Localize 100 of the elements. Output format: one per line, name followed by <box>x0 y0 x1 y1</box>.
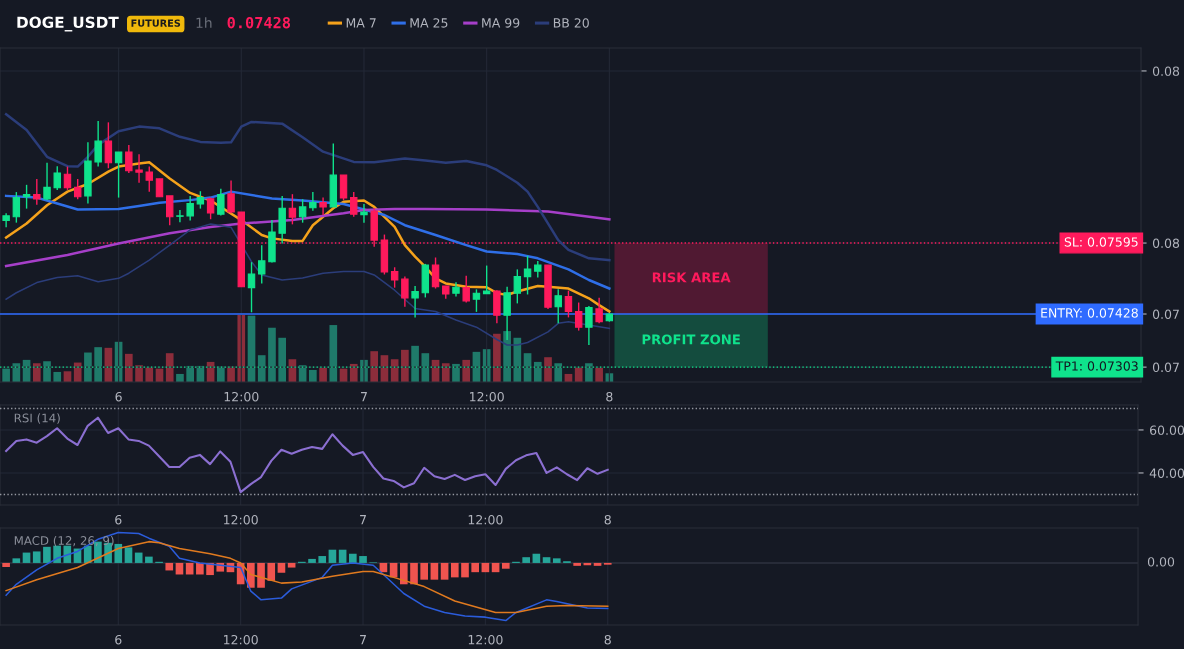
candlestick <box>401 275 409 308</box>
bar <box>267 562 276 581</box>
ref-line-label: SL: 0.07595 <box>1064 237 1138 247</box>
x-tick-label: 8 <box>606 391 613 402</box>
bar <box>165 353 174 382</box>
candlestick <box>472 288 481 313</box>
bar <box>359 556 367 563</box>
candlestick <box>94 120 102 168</box>
candlestick <box>309 191 317 212</box>
candlestick <box>595 297 603 325</box>
chart-title: DOGE_USDT <box>17 16 119 32</box>
candlestick <box>247 261 256 314</box>
legend-label: BB 20 <box>553 18 589 28</box>
bar <box>53 371 62 382</box>
candlestick <box>73 178 82 200</box>
candlestick <box>63 165 72 191</box>
candlestick <box>33 178 41 206</box>
bar <box>257 355 266 382</box>
text: 0.00 <box>1147 557 1175 567</box>
text: RISK AREA <box>652 272 731 283</box>
x-tick-label: 7 <box>360 515 366 525</box>
bar <box>574 367 583 382</box>
y-tick-label: 40.00 <box>1149 468 1184 478</box>
bar <box>471 562 480 573</box>
bar <box>145 556 153 563</box>
bar <box>145 367 154 382</box>
text: 0.07428 <box>227 16 291 29</box>
candlestick <box>523 255 532 296</box>
bar <box>165 562 174 571</box>
x-tick-label: 7 <box>360 635 366 645</box>
candlestick <box>135 153 143 184</box>
candlestick <box>585 305 593 346</box>
text: RSI (14) <box>14 413 60 424</box>
bar <box>287 562 296 568</box>
x-tick-label: 12:00 <box>224 634 258 645</box>
bar <box>349 553 357 563</box>
line-series <box>4 207 611 268</box>
candlestick <box>319 196 327 216</box>
bar <box>63 545 72 563</box>
bar <box>501 562 510 569</box>
candlestick <box>298 198 307 224</box>
bar <box>12 558 21 563</box>
candlestick <box>186 195 194 222</box>
x-tick-label: 8 <box>604 634 611 645</box>
y-tick-label: 60.00 <box>1149 425 1184 435</box>
candlestick <box>227 179 235 214</box>
candlestick <box>574 301 583 332</box>
candlestick <box>390 266 399 289</box>
candlestick <box>125 144 133 174</box>
bar <box>278 337 287 382</box>
bar <box>308 558 316 563</box>
candlestick <box>564 289 573 319</box>
y-tick-label: 0.08 <box>1152 238 1180 248</box>
bar <box>329 325 338 382</box>
bar <box>83 545 92 563</box>
bar <box>328 549 337 563</box>
y-tick-label: 0.08 <box>1152 66 1180 76</box>
line-series <box>5 223 611 346</box>
text: PROFIT ZONE <box>642 334 740 345</box>
bar <box>401 349 409 382</box>
bar <box>277 562 286 573</box>
candlestick <box>12 191 21 224</box>
bar <box>338 549 347 563</box>
bar <box>522 557 530 563</box>
bar <box>411 345 419 382</box>
bar <box>440 562 449 580</box>
candlestick <box>145 165 153 193</box>
legend-label: MA 99 <box>482 18 520 28</box>
candlestick <box>360 203 368 224</box>
bar <box>370 351 379 382</box>
candlestick <box>114 151 123 199</box>
bar <box>461 562 469 578</box>
bar <box>124 353 133 382</box>
bar <box>124 547 133 563</box>
bar <box>2 562 10 567</box>
bar <box>450 562 459 578</box>
text: FUTURES <box>131 19 181 27</box>
bar <box>196 562 204 575</box>
bar <box>318 556 327 563</box>
bar <box>134 552 143 563</box>
bar <box>309 369 317 382</box>
line-series <box>4 113 611 262</box>
bar <box>593 562 602 566</box>
text: 1h <box>196 17 212 28</box>
bar <box>544 357 552 382</box>
bar <box>268 327 276 382</box>
y-tick-label: 0.07 <box>1152 309 1179 319</box>
candlestick <box>431 256 440 290</box>
bar <box>399 562 408 585</box>
line-series <box>4 190 611 290</box>
x-tick-label: 12:00 <box>224 391 259 402</box>
candlestick <box>288 193 297 226</box>
ref-line-label: ENTRY: 0.07428 <box>1041 308 1138 318</box>
candlestick <box>53 165 61 191</box>
bar <box>410 562 418 585</box>
bar <box>421 353 430 382</box>
ref-line-label: TP1: 0.07303 <box>1055 361 1138 371</box>
x-tick-label: 7 <box>361 392 367 402</box>
candlestick <box>462 275 470 304</box>
candlestick <box>104 121 113 169</box>
